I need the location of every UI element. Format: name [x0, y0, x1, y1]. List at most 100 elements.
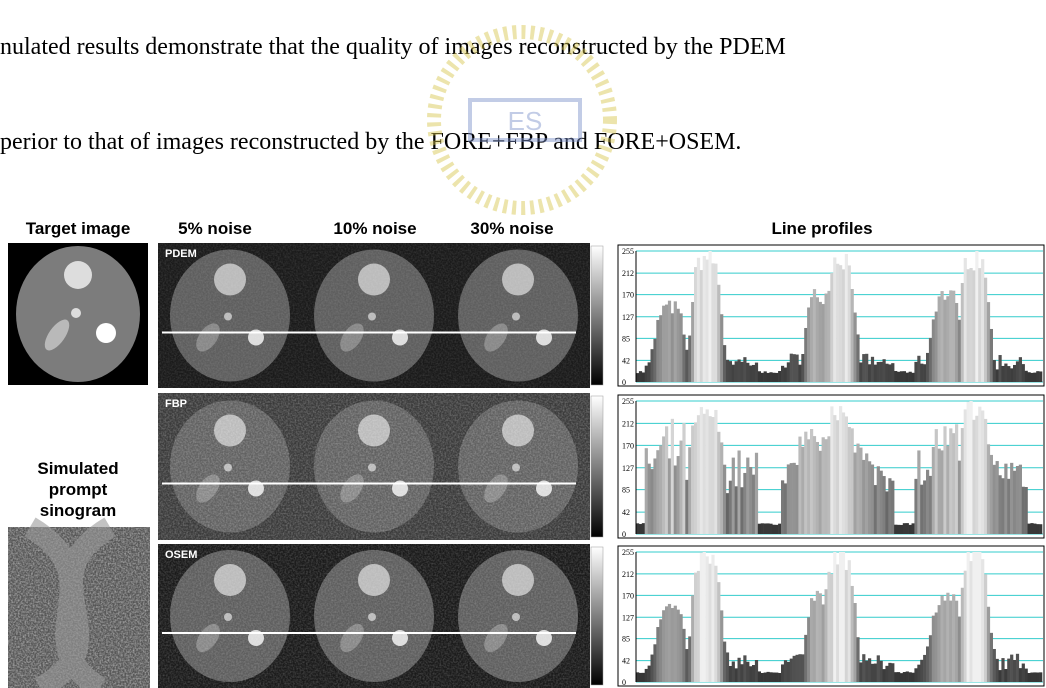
profile-bar — [723, 641, 727, 682]
profile-bar — [711, 417, 715, 534]
profile-bar — [847, 426, 851, 534]
profile-bar — [1033, 672, 1037, 682]
profile-bar — [769, 372, 773, 382]
profile-bar — [940, 450, 944, 534]
profile-bar — [986, 302, 991, 382]
profile-bar — [923, 364, 927, 382]
profile-bar — [818, 301, 822, 382]
profile-bar — [731, 364, 735, 382]
profile-bar — [1018, 464, 1022, 534]
profile-bar — [844, 253, 848, 382]
profile-bar — [978, 552, 982, 682]
texture — [158, 243, 590, 388]
profile-bar — [836, 564, 840, 682]
profile-bar — [778, 523, 782, 534]
profile-bar — [752, 665, 756, 682]
profile-bar — [891, 663, 895, 682]
profile-bar — [670, 313, 674, 382]
profile-bar — [792, 655, 796, 682]
y-tick-label: 42 — [622, 356, 630, 365]
profile-bar — [882, 669, 886, 682]
profile-bar — [1039, 371, 1043, 382]
profile-bar — [1024, 487, 1028, 534]
profile-bar — [908, 524, 912, 534]
y-tick-label: 42 — [622, 657, 630, 666]
profile-bar — [636, 672, 640, 682]
profile-bar — [650, 349, 654, 382]
profile-bar — [786, 661, 790, 682]
profile-bar — [725, 493, 730, 534]
profile-bar — [714, 409, 718, 534]
profile-bar — [810, 598, 814, 682]
profile-bar — [1039, 672, 1043, 682]
profile-bar — [885, 363, 889, 382]
profile-bar — [905, 523, 909, 534]
profile-bar — [992, 648, 996, 682]
profile-bar — [908, 672, 912, 682]
profile-bar — [897, 371, 901, 382]
profile-bar — [882, 476, 886, 534]
profile-bar — [1030, 523, 1034, 534]
profile-bar — [844, 569, 848, 682]
y-tick-label: 212 — [622, 570, 634, 579]
profile-bar — [653, 338, 657, 382]
profile-bar — [972, 419, 976, 534]
profile-bar — [859, 447, 863, 534]
colorbar — [590, 245, 604, 386]
column-header: Line profiles — [771, 219, 872, 238]
profile-bar — [818, 450, 822, 534]
profile-bar — [865, 453, 869, 534]
profile-bar — [694, 267, 698, 382]
profile-bar — [981, 559, 985, 682]
profile-bar — [1027, 372, 1031, 382]
profile-bar — [821, 604, 825, 682]
profile-bar — [781, 664, 785, 682]
profile-bar — [760, 672, 764, 682]
profile-bar — [659, 315, 663, 382]
profile-bar — [775, 372, 779, 382]
profile-bar — [711, 263, 715, 382]
profile-bar — [714, 263, 718, 382]
profile-bar — [644, 448, 648, 534]
profile-bar — [937, 448, 941, 534]
column-header: 30% noise — [470, 219, 553, 238]
y-tick-label: 85 — [622, 635, 630, 644]
profile-bar — [708, 251, 712, 382]
profile-bar — [960, 283, 964, 382]
profile-bar — [812, 289, 817, 382]
profile-bar — [984, 277, 988, 382]
svg-text:ES: ES — [508, 106, 543, 136]
y-tick-label: 255 — [622, 247, 634, 256]
profile-bar — [662, 436, 666, 534]
profile-bar — [989, 454, 993, 534]
profile-bar — [786, 464, 790, 534]
profile-bar — [682, 628, 686, 682]
profile-bar — [641, 523, 645, 534]
profile-bar — [978, 268, 982, 382]
profile-bar — [720, 610, 724, 682]
profile-bar — [923, 654, 927, 682]
profile-bar — [772, 672, 776, 682]
y-tick-label: 127 — [622, 313, 634, 322]
profile-bar — [1015, 653, 1020, 682]
profile-bar — [641, 672, 645, 682]
profile-bar — [986, 444, 991, 534]
colorbar — [590, 546, 604, 686]
profile-bar — [717, 284, 721, 382]
profile-bar — [810, 428, 814, 534]
profile-bar — [754, 660, 759, 682]
profile-bar — [1010, 368, 1014, 382]
profile-bar — [899, 524, 904, 534]
profile-bar — [870, 663, 875, 682]
profile-bar — [850, 288, 854, 382]
profile-bar — [885, 665, 889, 682]
profile-bar — [955, 302, 959, 382]
profile-bar — [775, 672, 779, 682]
logo: ES — [427, 25, 617, 215]
profile-bar — [670, 608, 674, 682]
profile-bar — [894, 524, 898, 534]
profile-bar — [1007, 658, 1011, 682]
profile-bar — [772, 372, 776, 382]
profile-bar — [839, 265, 843, 382]
profile-bar — [734, 668, 738, 682]
